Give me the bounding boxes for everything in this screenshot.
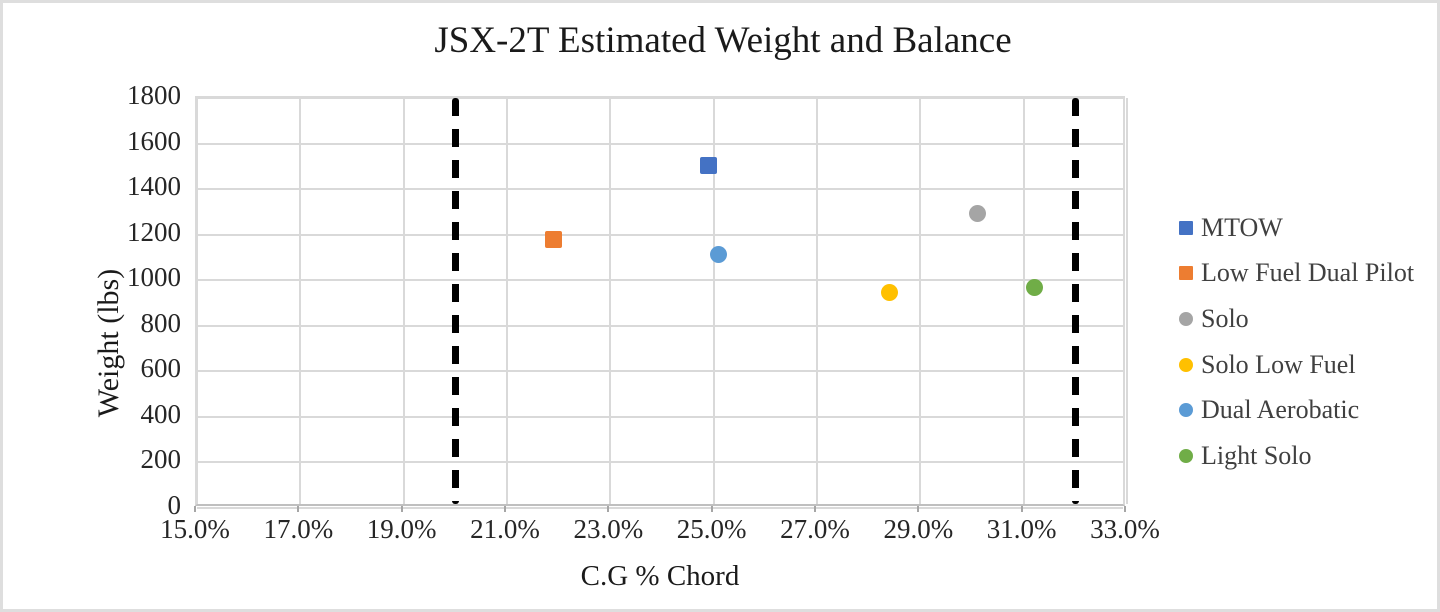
- legend-item-light-solo: Light Solo: [1179, 433, 1414, 479]
- legend-label: Dual Aerobatic: [1201, 395, 1360, 425]
- data-point-low-fuel-dual-pilot: [545, 230, 562, 248]
- data-point-solo: [968, 204, 986, 222]
- x-tick-mark: [1124, 506, 1126, 512]
- cg-limit-line: [1071, 98, 1079, 504]
- y-tick-label: 600: [140, 353, 182, 384]
- gridline-horizontal: [197, 415, 1123, 418]
- gridline-horizontal: [197, 507, 1123, 509]
- legend-swatch-square-icon: [1179, 266, 1193, 281]
- gridline-vertical: [712, 98, 715, 504]
- legend-label: Solo Low Fuel: [1201, 349, 1356, 379]
- y-tick-label: 1000: [127, 262, 181, 293]
- x-axis-title: C.G % Chord: [580, 560, 740, 592]
- x-tick-label: 31.0%: [986, 514, 1057, 544]
- gridline-horizontal: [197, 233, 1123, 236]
- x-tick-mark: [917, 506, 920, 512]
- gridline-vertical: [816, 98, 818, 504]
- legend-item-dual-aerobatic: Dual Aerobatic: [1179, 387, 1414, 433]
- gridline-horizontal: [197, 142, 1123, 145]
- legend-item-low-fuel-dual-pilot: Low Fuel Dual Pilot: [1179, 251, 1414, 297]
- gridline-vertical: [506, 98, 508, 504]
- x-tick-mark: [710, 506, 713, 512]
- x-tick-mark: [400, 506, 403, 512]
- legend-swatch-circle-icon: [1179, 448, 1193, 463]
- x-tick-mark: [297, 506, 300, 512]
- legend-swatch-square-icon: [1179, 220, 1193, 235]
- gridline-horizontal: [197, 461, 1123, 464]
- legend-swatch-circle-icon: [1179, 311, 1193, 326]
- x-tick-label: 19.0%: [366, 514, 437, 544]
- x-tick-label: 23.0%: [573, 514, 644, 544]
- y-tick-label: 1600: [127, 125, 181, 156]
- legend-item-mtow: MTOW: [1179, 205, 1414, 251]
- x-tick-label: 15.0%: [160, 514, 230, 544]
- x-tick-mark: [504, 506, 506, 512]
- x-tick-label: 25.0%: [676, 514, 747, 544]
- gridline-vertical: [609, 98, 612, 504]
- x-tick-label: 33.0%: [1090, 514, 1160, 544]
- x-tick-mark: [1020, 506, 1023, 512]
- gridline-horizontal: [197, 97, 1123, 99]
- x-tick-label: 27.0%: [780, 514, 850, 544]
- legend-item-solo-low-fuel: Solo Low Fuel: [1179, 342, 1414, 388]
- plot-area: [195, 96, 1128, 509]
- gridline-vertical: [299, 98, 302, 504]
- gridline-horizontal: [197, 188, 1123, 191]
- data-point-light-solo: [1025, 278, 1043, 296]
- y-tick-label: 1800: [127, 80, 181, 110]
- data-point-solo-low-fuel: [880, 284, 898, 302]
- y-tick-label: 1400: [127, 171, 181, 202]
- x-tick-label: 29.0%: [883, 514, 954, 544]
- y-tick-label: 1200: [127, 216, 181, 247]
- legend-label: Low Fuel Dual Pilot: [1201, 258, 1415, 288]
- x-tick-mark: [607, 506, 610, 512]
- y-tick-label: 800: [140, 307, 182, 338]
- y-tick-label: 0: [167, 490, 182, 520]
- data-point-dual-aerobatic: [710, 245, 728, 263]
- gridline-vertical: [1126, 98, 1128, 504]
- cg-limit-line: [451, 98, 459, 504]
- gridline-vertical: [1022, 98, 1025, 504]
- gridline-horizontal: [197, 279, 1123, 282]
- legend-label: Light Solo: [1201, 440, 1312, 470]
- legend-label: MTOW: [1201, 212, 1283, 242]
- x-tick-mark: [814, 506, 816, 512]
- y-tick-label: 200: [140, 444, 182, 475]
- gridline-vertical: [402, 98, 405, 504]
- legend-item-solo: Solo: [1179, 296, 1414, 342]
- legend-swatch-circle-icon: [1179, 403, 1193, 418]
- legend: MTOW Low Fuel Dual Pilot Solo Solo Low Fuel…: [1179, 205, 1414, 479]
- gridline-vertical: [919, 98, 922, 504]
- x-tick-mark: [194, 506, 196, 512]
- y-tick-label: 400: [140, 398, 182, 429]
- gridline-horizontal: [197, 370, 1123, 373]
- chart-title: JSX-2T Estimated Weight and Balance: [434, 20, 1012, 61]
- legend-label: Solo: [1201, 303, 1249, 333]
- x-tick-label: 21.0%: [470, 514, 540, 544]
- data-point-mtow: [700, 156, 717, 174]
- gridline-vertical: [196, 98, 198, 504]
- gridline-horizontal: [197, 324, 1123, 327]
- legend-swatch-circle-icon: [1179, 357, 1193, 372]
- x-tick-label: 17.0%: [263, 514, 334, 544]
